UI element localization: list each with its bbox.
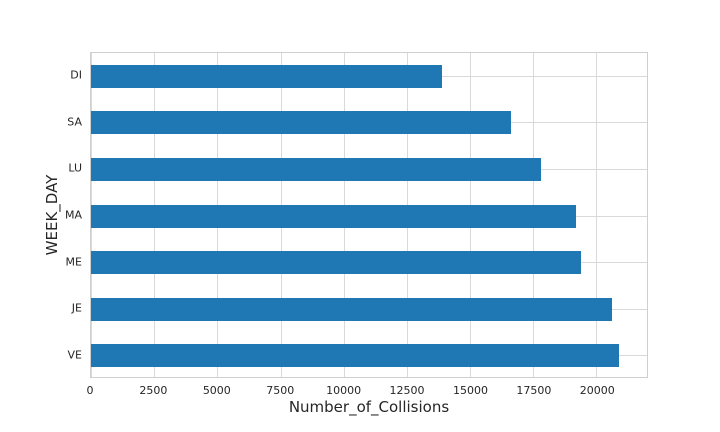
- x-tick-label: 2500: [139, 384, 168, 397]
- x-tick-label: 12500: [389, 384, 425, 397]
- x-tick-label: 17500: [516, 384, 552, 397]
- bar: [91, 344, 620, 368]
- bar: [91, 204, 577, 228]
- y-tick-label: ME: [65, 255, 82, 269]
- plot-area: [90, 52, 648, 378]
- bar: [91, 297, 612, 321]
- x-tick-label: 0: [86, 384, 94, 397]
- bar: [91, 64, 443, 88]
- x-tick-label: 15000: [452, 384, 488, 397]
- bar: [91, 111, 511, 135]
- bar: [91, 251, 582, 275]
- y-tick-label: DI: [70, 68, 82, 82]
- x-axis-title: Number_of_Collisions: [288, 398, 450, 416]
- x-tick-label: 7500: [266, 384, 295, 397]
- vertical-gridline: [596, 53, 598, 377]
- y-tick-label: LU: [68, 161, 82, 175]
- y-tick-label: JE: [71, 301, 82, 315]
- x-tick-label: 10000: [326, 384, 362, 397]
- y-tick-label: MA: [64, 208, 82, 222]
- y-tick-label: SA: [67, 115, 82, 129]
- y-tick-label: VE: [67, 348, 82, 362]
- x-tick-label: 20000: [579, 384, 615, 397]
- x-tick-label: 5000: [202, 384, 231, 397]
- bar: [91, 157, 541, 181]
